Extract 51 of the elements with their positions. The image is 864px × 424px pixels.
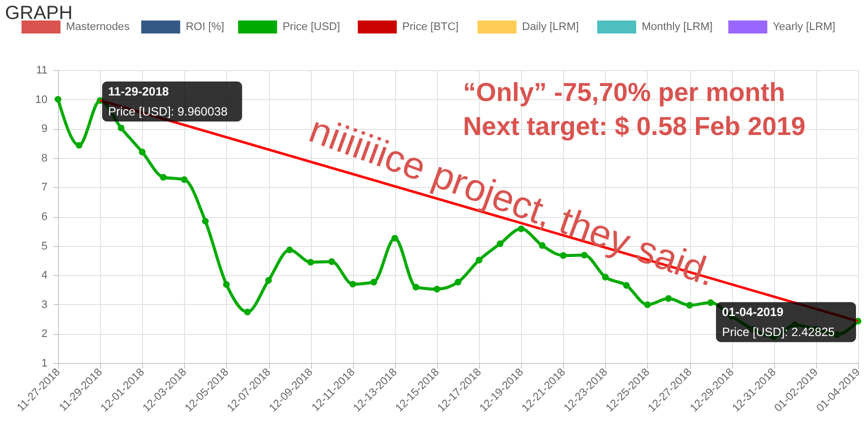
point (644, 301, 651, 308)
legend-label: Daily [LRM] (522, 21, 579, 33)
y-tick-label: 5 (41, 240, 48, 252)
y-tick-label: 11 (36, 64, 48, 76)
legend-label: Monthly [LRM] (642, 21, 713, 33)
point (202, 218, 209, 225)
legend-label: Yearly [LRM] (772, 21, 836, 33)
y-tick-label: 10 (35, 94, 48, 106)
y-tick-label: 3 (41, 298, 48, 311)
point (476, 256, 482, 264)
annotation: “Only” -75,70% per month (463, 77, 786, 107)
chart-title: GRAPH (5, 3, 73, 24)
point (496, 240, 504, 248)
point (434, 286, 440, 293)
annotation: 01-04-2019 Price [USD]: 2.42825 (722, 305, 836, 340)
y-tick-label: 1 (41, 358, 48, 370)
legend-label: Price [BTC] (402, 21, 459, 33)
point (307, 258, 314, 266)
point (412, 284, 420, 290)
point (454, 278, 462, 286)
annotation: 11-29-2018 Price [USD]: 9.960038 (108, 84, 228, 118)
point (602, 274, 609, 280)
point (349, 280, 356, 288)
point (76, 142, 82, 149)
y-tick-label: 8 (41, 152, 48, 164)
legend-label: Price [USD] (282, 21, 340, 33)
point (665, 295, 672, 302)
y-tick-label: 7 (41, 182, 48, 194)
y-tick-label: 9 (41, 123, 48, 136)
point (138, 148, 146, 156)
y-tick-label: 2 (41, 328, 48, 340)
point (223, 281, 230, 288)
point (623, 282, 630, 289)
point (244, 308, 251, 316)
legend-label: Masternodes (66, 21, 130, 33)
point (265, 277, 272, 284)
annotation: Next target: $ 0.58 Feb 2019 (463, 111, 806, 141)
point (707, 299, 714, 306)
point (180, 176, 188, 183)
point (328, 258, 336, 265)
point (118, 124, 125, 132)
point (686, 302, 693, 309)
point (160, 174, 167, 181)
y-tick-label: 4 (41, 270, 48, 282)
point (370, 278, 378, 286)
point (391, 234, 398, 242)
point (538, 242, 546, 249)
legend-label: ROI [%] (186, 21, 224, 33)
point (54, 96, 62, 103)
point (286, 246, 293, 254)
y-tick-label: 6 (41, 211, 48, 223)
